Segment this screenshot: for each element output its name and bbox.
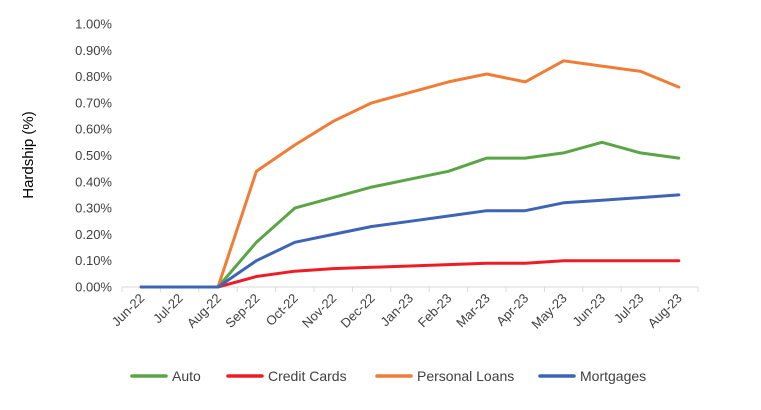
x-tick-label: Apr-23 bbox=[493, 291, 531, 329]
x-tick-label: Sep-22 bbox=[222, 291, 262, 331]
x-tick-label: Aug-22 bbox=[184, 291, 224, 331]
y-tick-label: 0.30% bbox=[75, 201, 112, 216]
legend-label: Personal Loans bbox=[417, 368, 514, 384]
x-tick-label: Jul-23 bbox=[611, 291, 647, 327]
x-tick-label: Feb-23 bbox=[415, 291, 455, 331]
series-line-credit-cards bbox=[139, 259, 681, 289]
y-tick-label: 0.10% bbox=[75, 253, 112, 268]
y-tick-label: 0.60% bbox=[75, 122, 112, 137]
x-tick-label: Nov-22 bbox=[299, 291, 339, 331]
y-tick-label: 0.90% bbox=[75, 43, 112, 58]
x-tick-label: Dec-22 bbox=[337, 291, 377, 331]
y-tick-label: 0.50% bbox=[75, 148, 112, 163]
legend-label: Auto bbox=[172, 368, 201, 384]
y-tick-label: 1.00% bbox=[75, 17, 112, 32]
y-axis-title: Hardship (%) bbox=[20, 111, 37, 199]
x-tick-label: May-23 bbox=[528, 291, 569, 332]
x-tick-label: Aug-23 bbox=[645, 291, 685, 331]
legend: Auto Credit Cards Personal Loans Mortgages bbox=[130, 368, 646, 384]
legend-label: Mortgages bbox=[580, 368, 646, 384]
x-tick-label: Jun-22 bbox=[109, 291, 148, 330]
x-tick-label: Mar-23 bbox=[453, 291, 493, 331]
x-tick-label: Jun-23 bbox=[569, 291, 608, 330]
legend-label: Credit Cards bbox=[268, 368, 347, 384]
series-line-mortgages bbox=[139, 193, 681, 289]
x-tick-label: Oct-22 bbox=[263, 291, 301, 329]
y-axis-ticks: 0.00% 0.10% 0.20% 0.30% 0.40% 0.50% 0.60% 0.70%… bbox=[75, 17, 112, 295]
x-tick-label: Jan-23 bbox=[377, 291, 416, 330]
series-line-auto bbox=[139, 140, 681, 289]
x-tick-label: Jul-22 bbox=[150, 291, 186, 327]
series-lines bbox=[139, 59, 681, 289]
series-line-personal-loans bbox=[139, 59, 681, 289]
y-tick-label: 0.40% bbox=[75, 174, 112, 189]
y-tick-label: 0.20% bbox=[75, 227, 112, 242]
y-tick-label: 0.00% bbox=[75, 280, 112, 295]
y-tick-label: 0.80% bbox=[75, 69, 112, 84]
y-tick-label: 0.70% bbox=[75, 95, 112, 110]
